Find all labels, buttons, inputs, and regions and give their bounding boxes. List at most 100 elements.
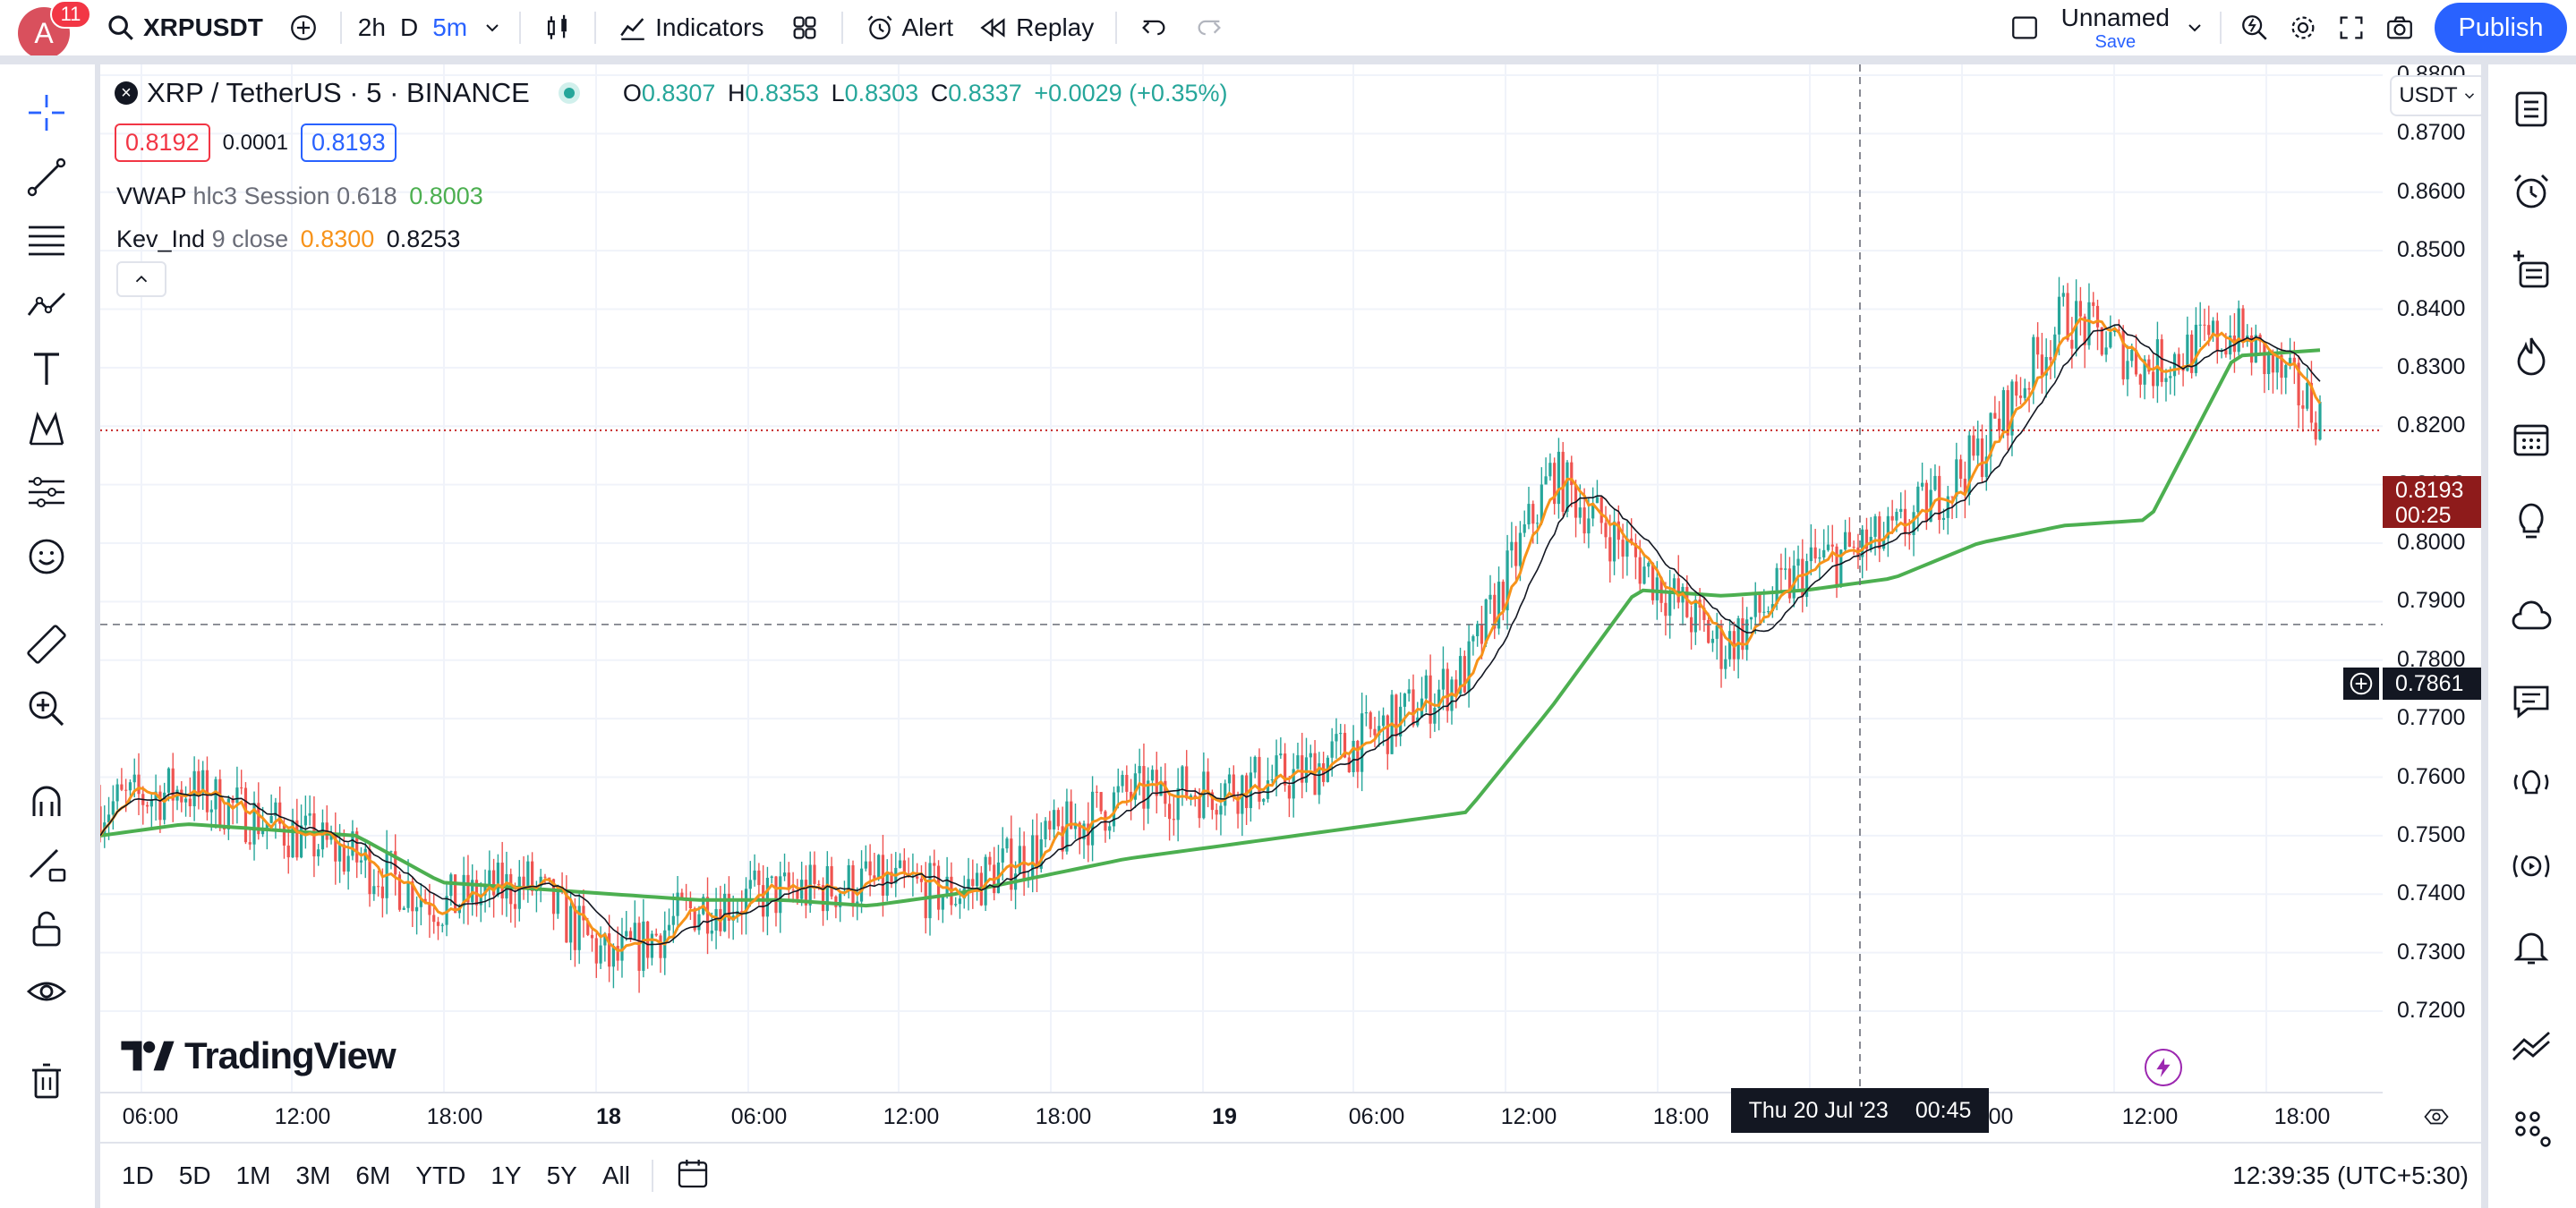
collapse-legend-button[interactable] [116, 261, 166, 297]
object-tree-button[interactable] [2506, 245, 2556, 295]
candle-body [1959, 459, 1963, 479]
templates-button[interactable] [777, 0, 832, 55]
calendar-button[interactable] [2506, 413, 2556, 464]
text-tool[interactable] [21, 344, 72, 394]
lock-drawings-tool[interactable] [21, 904, 72, 954]
candle-body [1518, 532, 1523, 566]
interval-dropdown[interactable] [474, 0, 510, 55]
crosshair-icon [29, 95, 64, 131]
range-5y[interactable]: 5Y [546, 1161, 577, 1189]
watchlist-button[interactable] [2506, 84, 2556, 134]
candle-body [830, 866, 833, 897]
kev-params: 9 close [211, 225, 289, 252]
candle-body [479, 895, 482, 906]
layout-menu-button[interactable] [2179, 0, 2211, 55]
quick-action-button[interactable] [2145, 1049, 2182, 1086]
publish-button[interactable]: Publish [2435, 3, 2567, 53]
range-ytd[interactable]: YTD [415, 1161, 466, 1189]
range-3m[interactable]: 3M [295, 1161, 331, 1189]
symbol-search-button[interactable]: XRPUSDT [98, 0, 276, 55]
lightbulb-icon [2519, 503, 2544, 539]
alerts-button[interactable] [2506, 166, 2556, 217]
candle-body [1227, 774, 1232, 784]
candle-body [971, 879, 975, 887]
interval-d[interactable]: D [393, 0, 425, 55]
replay-button[interactable]: Replay [966, 0, 1106, 55]
layout-name-button[interactable]: Unnamed Save [2052, 4, 2179, 53]
alert-button[interactable]: Alert [852, 0, 967, 55]
candle-body [522, 876, 525, 887]
candle-body [654, 933, 658, 936]
range-6m[interactable]: 6M [355, 1161, 391, 1189]
candle-body [303, 815, 307, 826]
range-1d[interactable]: 1D [122, 1161, 154, 1189]
vwap-legend-row[interactable]: VWAP hlc3 Session 0.618 0.8003 [116, 183, 483, 210]
price-tick: 0.7600 [2397, 763, 2466, 789]
time-axis[interactable]: 06:00 12:00 18:00 18 06:00 12:00 18:00 19 06:00 1… [100, 1092, 2383, 1142]
more-widgets-button[interactable] [2506, 1102, 2556, 1153]
indicators-button[interactable]: Indicators [605, 0, 776, 55]
snapshot-button[interactable] [2376, 0, 2424, 55]
candle-body [107, 814, 111, 823]
settings-button[interactable] [2279, 0, 2327, 55]
layout-checkbox[interactable] [1997, 0, 2052, 55]
auto-scale-button[interactable] [2417, 1099, 2456, 1135]
chart-pane[interactable] [100, 64, 2481, 1092]
compare-symbol-button[interactable] [276, 0, 331, 55]
price-tick: 0.8000 [2397, 530, 2466, 555]
goto-date-button[interactable] [662, 1155, 723, 1197]
undo-button[interactable] [1126, 0, 1181, 55]
candle-body [1510, 541, 1514, 551]
trend-line-tool[interactable] [21, 152, 72, 202]
interval-5m-label: 5m [432, 13, 468, 41]
candle-body [1638, 557, 1642, 584]
close-symbol-icon[interactable]: × [115, 81, 138, 105]
sell-price-button[interactable]: 0.8192 [115, 123, 210, 162]
keep-drawing-tool[interactable] [21, 839, 72, 889]
news-button[interactable] [2506, 592, 2556, 642]
fib-tool[interactable] [21, 215, 72, 265]
streams-button[interactable] [2506, 841, 2556, 891]
candle-body [1142, 766, 1146, 809]
hotlists-button[interactable] [2506, 331, 2556, 381]
candle-body [1215, 810, 1218, 815]
candle-body [1056, 810, 1060, 827]
chats-button[interactable] [2506, 676, 2556, 727]
range-5d[interactable]: 5D [178, 1161, 211, 1189]
symbol-title[interactable]: XRP / TetherUS · 5 · BINANCE [147, 77, 530, 108]
pattern-tool[interactable] [21, 279, 72, 329]
range-1m[interactable]: 1M [235, 1161, 271, 1189]
left-panel-border [95, 64, 100, 1208]
buy-price-button[interactable]: 0.8193 [301, 123, 397, 162]
kev-legend-row[interactable]: Kev_Ind 9 close 0.8300 0.8253 [116, 225, 460, 253]
trading-panel-button[interactable] [2506, 1022, 2556, 1072]
emoji-tool[interactable] [21, 532, 72, 582]
crosshair-tool[interactable] [21, 88, 72, 138]
range-all[interactable]: All [601, 1161, 630, 1189]
range-1y[interactable]: 1Y [490, 1161, 522, 1189]
time-tick: 18 [596, 1104, 621, 1129]
zoom-tool[interactable] [21, 684, 72, 734]
timezone-clock[interactable]: 12:39:35 (UTC+5:30) [2232, 1161, 2469, 1189]
redo-button[interactable] [1181, 0, 1237, 55]
hide-drawings-tool[interactable] [21, 966, 72, 1017]
interval-2h[interactable]: 2h [351, 0, 393, 55]
candle-body [115, 784, 119, 802]
candle-body [1287, 785, 1292, 799]
candle-body [2032, 336, 2035, 390]
interval-5m[interactable]: 5m [425, 0, 474, 55]
add-alert-crosshair-button[interactable] [2343, 668, 2379, 700]
quick-search-button[interactable] [2231, 0, 2279, 55]
chart-type-button[interactable] [530, 0, 585, 55]
forecast-tool[interactable] [21, 467, 72, 517]
remove-drawings-tool[interactable] [21, 1056, 72, 1106]
xabcd-tool[interactable] [21, 404, 72, 455]
magnet-tool[interactable] [21, 777, 72, 827]
measure-tool[interactable] [21, 619, 72, 669]
fullscreen-button[interactable] [2327, 0, 2376, 55]
ideas-button[interactable] [2506, 496, 2556, 546]
notifications-button[interactable] [2506, 922, 2556, 972]
currency-dropdown[interactable]: USDT [2390, 75, 2486, 116]
price-scale[interactable]: 0.8800 0.8700 0.8600 0.8500 0.8400 0.8300 0.82… [2383, 62, 2481, 1092]
idea-stream-button[interactable] [2506, 759, 2556, 809]
